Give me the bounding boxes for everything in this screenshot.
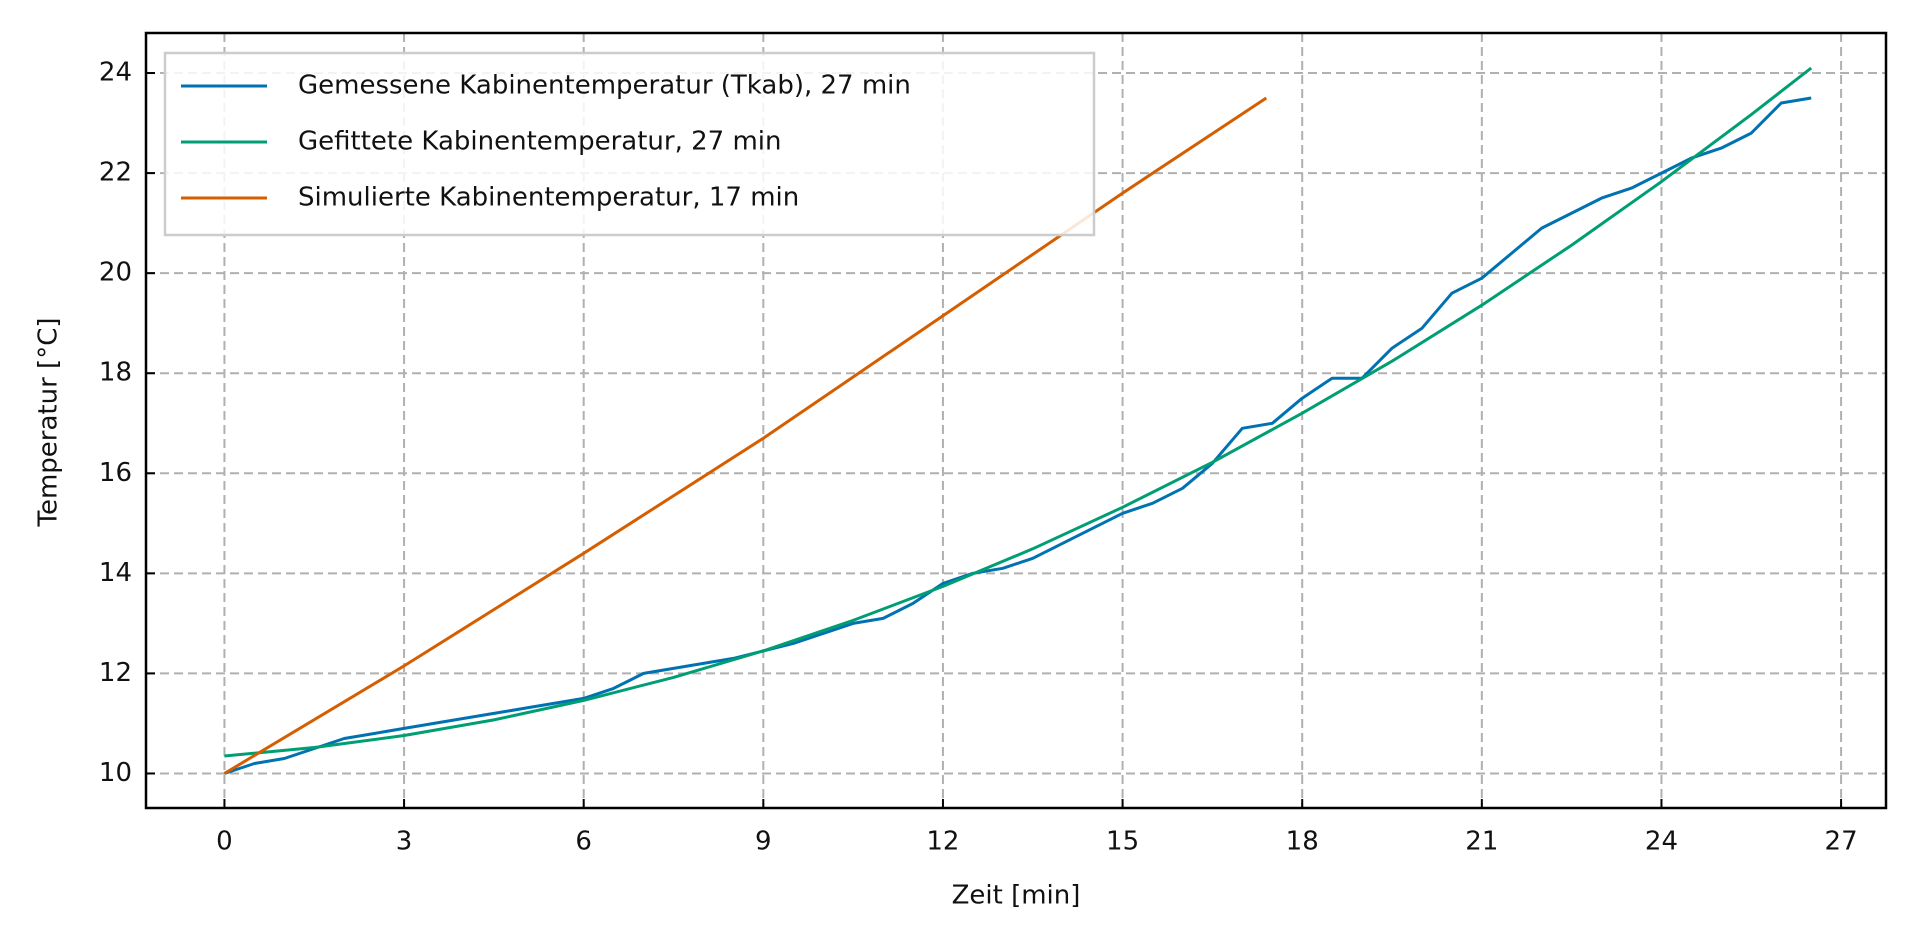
y-tick-label: 14 — [99, 558, 132, 588]
x-tick-label: 6 — [575, 827, 592, 857]
x-tick-label: 12 — [926, 827, 959, 857]
legend-label: Gemessene Kabinentemperatur (Tkab), 27 m… — [298, 71, 911, 101]
x-tick-label: 18 — [1286, 827, 1319, 857]
y-axis-label: Temperatur [°C] — [34, 318, 64, 528]
x-tick-label: 9 — [755, 827, 772, 857]
legend-box — [163, 51, 1096, 237]
x-tick-label: 27 — [1825, 827, 1858, 857]
plot-frame — [144, 31, 1888, 810]
y-tick-label: 20 — [99, 258, 132, 288]
x-axis-label: Zeit [min] — [952, 881, 1081, 911]
y-tick-label: 10 — [99, 758, 132, 788]
y-tick-label: 16 — [99, 458, 132, 488]
data-line — [224, 66, 1813, 758]
y-tick-label: 22 — [99, 158, 132, 188]
x-tick-label: 3 — [396, 827, 413, 857]
data-line — [223, 96, 1812, 775]
x-tick-label: 24 — [1645, 827, 1678, 857]
y-tick-label: 24 — [99, 58, 132, 88]
legend-label: Simulierte Kabinentemperatur, 17 min — [298, 183, 799, 213]
y-tick-label: 12 — [99, 658, 132, 688]
x-tick-label: 0 — [216, 827, 233, 857]
y-tick-label: 18 — [99, 358, 132, 388]
x-tick-label: 15 — [1106, 827, 1139, 857]
x-tick-label: 21 — [1465, 827, 1498, 857]
legend-label: Gefittete Kabinentemperatur, 27 min — [298, 127, 781, 157]
data-line — [223, 96, 1268, 775]
